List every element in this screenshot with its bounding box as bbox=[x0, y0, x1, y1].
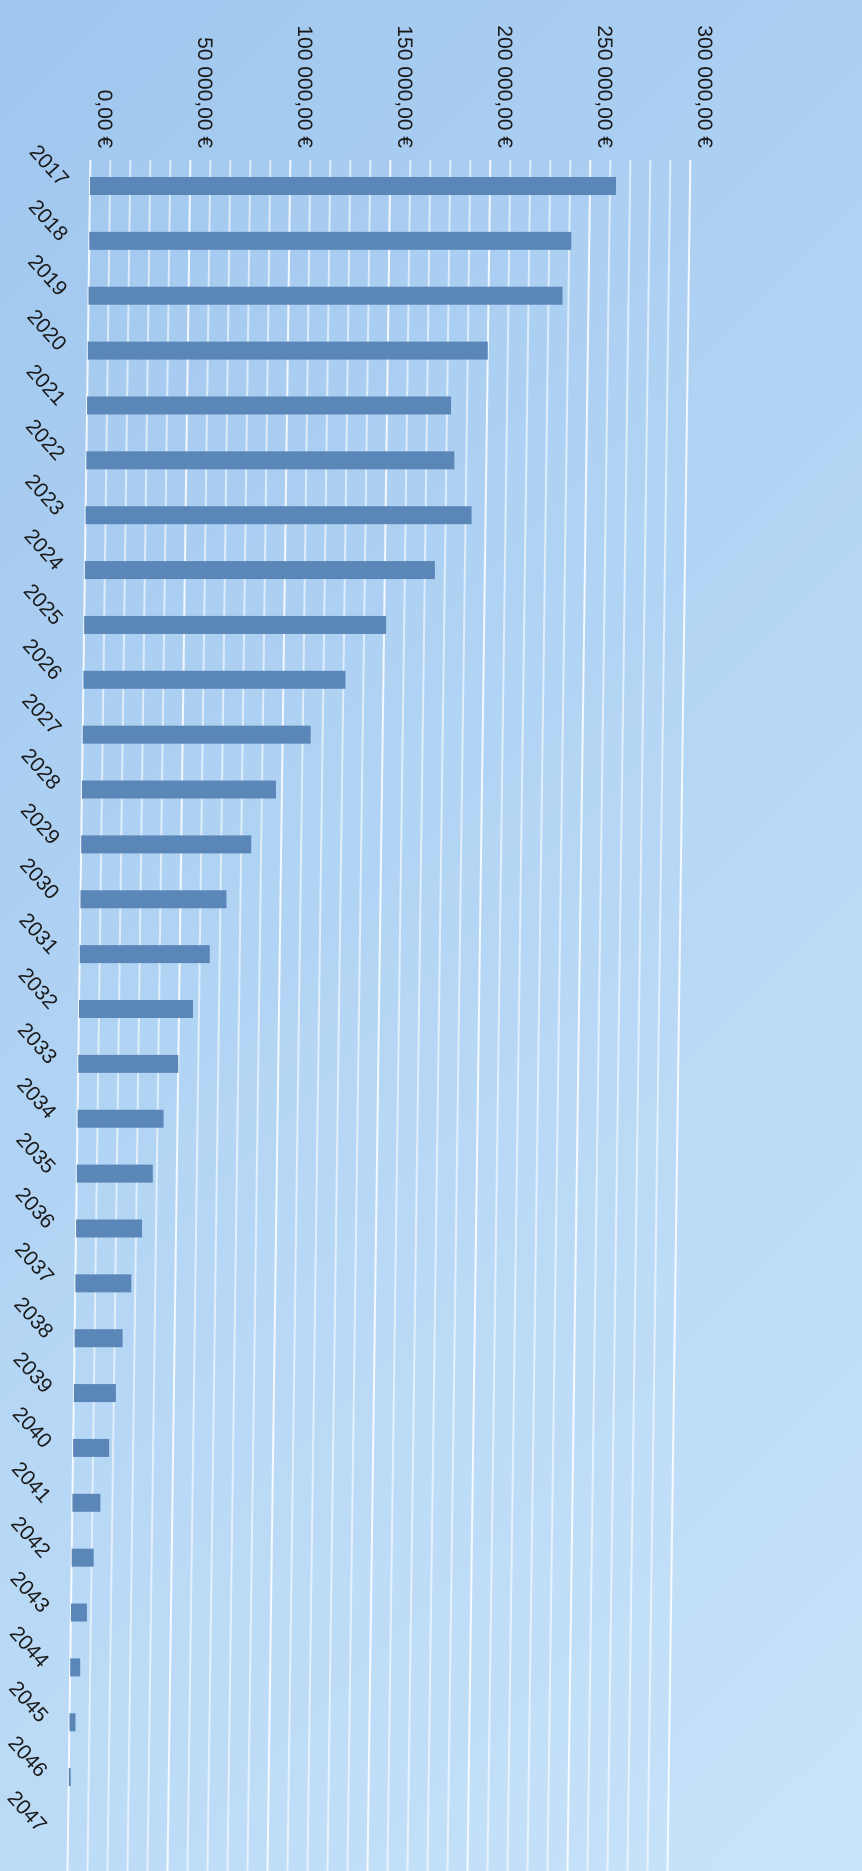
gridline bbox=[246, 159, 272, 1871]
category-label: 2038 bbox=[9, 1293, 57, 1343]
category-label: 2021 bbox=[22, 360, 70, 410]
gridline bbox=[506, 159, 532, 1871]
gridline bbox=[626, 159, 652, 1871]
gridline bbox=[666, 159, 692, 1871]
category-label: 2030 bbox=[15, 854, 63, 904]
gridlines bbox=[66, 159, 692, 1871]
category-label: 2042 bbox=[6, 1512, 54, 1562]
category-label: 2017 bbox=[25, 141, 73, 191]
bar-2040 bbox=[73, 1438, 110, 1457]
gridline bbox=[286, 159, 312, 1871]
category-label: 2034 bbox=[12, 1073, 61, 1123]
category-label: 2019 bbox=[23, 250, 71, 300]
category-label: 2020 bbox=[22, 305, 70, 355]
category-label: 2032 bbox=[14, 964, 62, 1014]
category-label: 2022 bbox=[21, 415, 69, 465]
bar-2025 bbox=[84, 615, 387, 634]
gridline bbox=[606, 159, 632, 1871]
bar-2024 bbox=[84, 561, 435, 580]
gridline bbox=[586, 159, 612, 1871]
bar-2030 bbox=[80, 890, 227, 909]
category-label: 2040 bbox=[8, 1403, 56, 1453]
value-tick-label: 200 000,00 € bbox=[493, 25, 516, 148]
bar-2017 bbox=[90, 177, 616, 195]
bar-2029 bbox=[81, 835, 252, 854]
category-label: 2027 bbox=[17, 689, 65, 739]
bar-2035 bbox=[76, 1164, 153, 1183]
bar-2038 bbox=[74, 1329, 123, 1348]
bar-2022 bbox=[86, 451, 455, 470]
value-tick-label: 0,00 € bbox=[93, 90, 116, 149]
bar-2027 bbox=[82, 725, 311, 744]
value-tick-label: 250 000,00 € bbox=[593, 25, 616, 148]
category-label: 2023 bbox=[20, 470, 68, 520]
bar-2041 bbox=[72, 1493, 101, 1512]
value-tick-label: 100 000,00 € bbox=[293, 25, 316, 148]
bar-2039 bbox=[73, 1384, 116, 1403]
gridline bbox=[186, 159, 212, 1871]
value-tick-label: 150 000,00 € bbox=[393, 25, 416, 148]
bar-2019 bbox=[88, 286, 563, 305]
category-label: 2024 bbox=[20, 525, 69, 575]
gridline bbox=[206, 159, 232, 1871]
category-label: 2036 bbox=[11, 1183, 59, 1233]
gridline bbox=[526, 159, 552, 1871]
gridline bbox=[266, 159, 292, 1871]
bar-2033 bbox=[78, 1054, 179, 1073]
gridline bbox=[426, 159, 452, 1871]
category-label: 2043 bbox=[6, 1567, 54, 1617]
category-label: 2037 bbox=[10, 1238, 58, 1288]
category-label: 2045 bbox=[4, 1677, 52, 1727]
bar-2020 bbox=[87, 341, 488, 360]
bar-2032 bbox=[79, 1000, 193, 1018]
gridline bbox=[386, 159, 412, 1871]
value-tick-label: 50 000,00 € bbox=[193, 37, 216, 148]
bar-2026 bbox=[83, 670, 346, 689]
gridline bbox=[546, 159, 572, 1871]
bar-2023 bbox=[85, 506, 472, 525]
gridline bbox=[486, 159, 512, 1871]
bar-2043 bbox=[70, 1603, 87, 1622]
category-label: 2025 bbox=[19, 580, 67, 630]
bar-2021 bbox=[87, 396, 452, 415]
category-label: 2041 bbox=[7, 1457, 55, 1507]
category-label: 2026 bbox=[18, 634, 66, 684]
gridline bbox=[406, 159, 432, 1871]
category-label: 2033 bbox=[13, 1018, 61, 1068]
gridline bbox=[446, 159, 472, 1871]
bars bbox=[68, 177, 616, 1787]
bar-2037 bbox=[75, 1274, 132, 1293]
gridline bbox=[66, 159, 92, 1871]
category-label: 2035 bbox=[11, 1128, 59, 1178]
gridline bbox=[326, 159, 352, 1871]
gridline bbox=[466, 159, 492, 1871]
gridline bbox=[306, 159, 332, 1871]
bar-2044 bbox=[70, 1658, 81, 1677]
bar-2036 bbox=[76, 1219, 143, 1238]
bar-2046 bbox=[68, 1768, 71, 1787]
gridline bbox=[346, 159, 372, 1871]
bar-2034 bbox=[77, 1109, 164, 1128]
bar-2045 bbox=[69, 1713, 76, 1732]
category-label: 2047 bbox=[3, 1787, 51, 1837]
category-label: 2044 bbox=[5, 1622, 54, 1672]
gridline bbox=[226, 159, 252, 1871]
bar-2028 bbox=[81, 780, 276, 799]
gridline bbox=[566, 159, 592, 1871]
gridline bbox=[366, 159, 392, 1871]
category-label: 2018 bbox=[24, 195, 72, 245]
category-label: 2029 bbox=[16, 799, 64, 849]
bar-2018 bbox=[89, 231, 572, 250]
category-label: 2046 bbox=[3, 1732, 51, 1782]
value-tick-label: 300 000,00 € bbox=[693, 25, 716, 148]
category-label: 2039 bbox=[9, 1348, 57, 1398]
gridline bbox=[646, 159, 672, 1871]
bar-2042 bbox=[71, 1548, 94, 1567]
bar-2031 bbox=[79, 945, 210, 964]
category-label: 2031 bbox=[14, 909, 62, 959]
category-label: 2028 bbox=[17, 744, 65, 794]
value-axis: 0,00 € 50 000,00 € 100 000,00 € 150 000,00 … bbox=[93, 25, 716, 148]
